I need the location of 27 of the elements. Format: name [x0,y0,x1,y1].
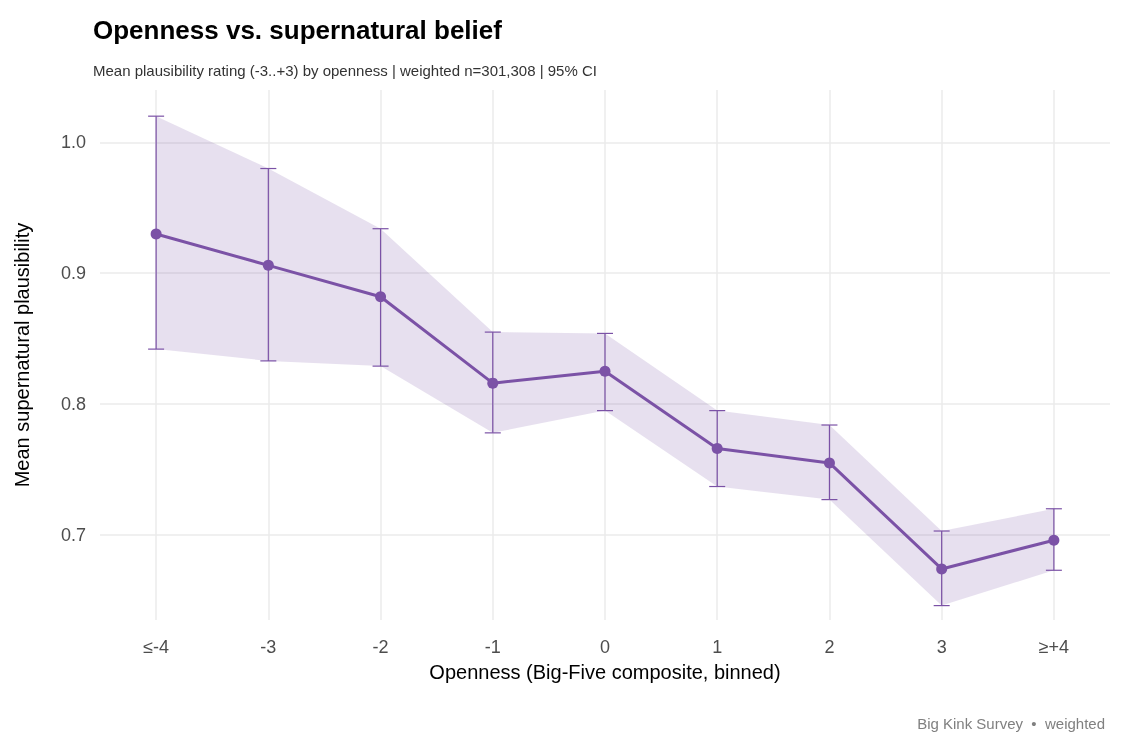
y-tick-label: 0.8 [60,394,86,415]
x-tick-label: ≤-4 [143,637,170,657]
point [936,563,948,575]
point [599,365,611,377]
y-tick-label: 1.0 [60,132,86,153]
y-tick-label: 0.7 [60,524,86,545]
x-tick-label: -3 [260,637,277,657]
x-tick-label: -2 [372,637,389,657]
y-axis-title: Mean supernatural plausibility [11,222,33,488]
point [711,443,723,455]
text: Big Kink Survey • weighted [917,715,1106,732]
point [150,228,162,240]
point [487,377,499,389]
x-axis-title: Openness (Big-Five composite, binned) [429,661,781,683]
point [1048,534,1060,546]
chart-title: Openness vs. supernatural belief [93,15,503,45]
chart-subtitle: Mean plausibility rating (-3..+3) by openness | weighted n=301,308 | 95% CI [93,62,597,79]
x-tick-label: -1 [484,637,501,657]
point [823,457,835,469]
point [375,291,387,303]
x-tick-label: 1 [712,637,723,657]
y-tick-label: 0.9 [60,263,86,284]
point [262,259,274,271]
x-tick-label: ≥+4 [1038,637,1070,657]
x-tick-label: 3 [936,637,947,657]
x-tick-label: 0 [599,637,611,657]
x-tick-label: 2 [824,637,835,657]
